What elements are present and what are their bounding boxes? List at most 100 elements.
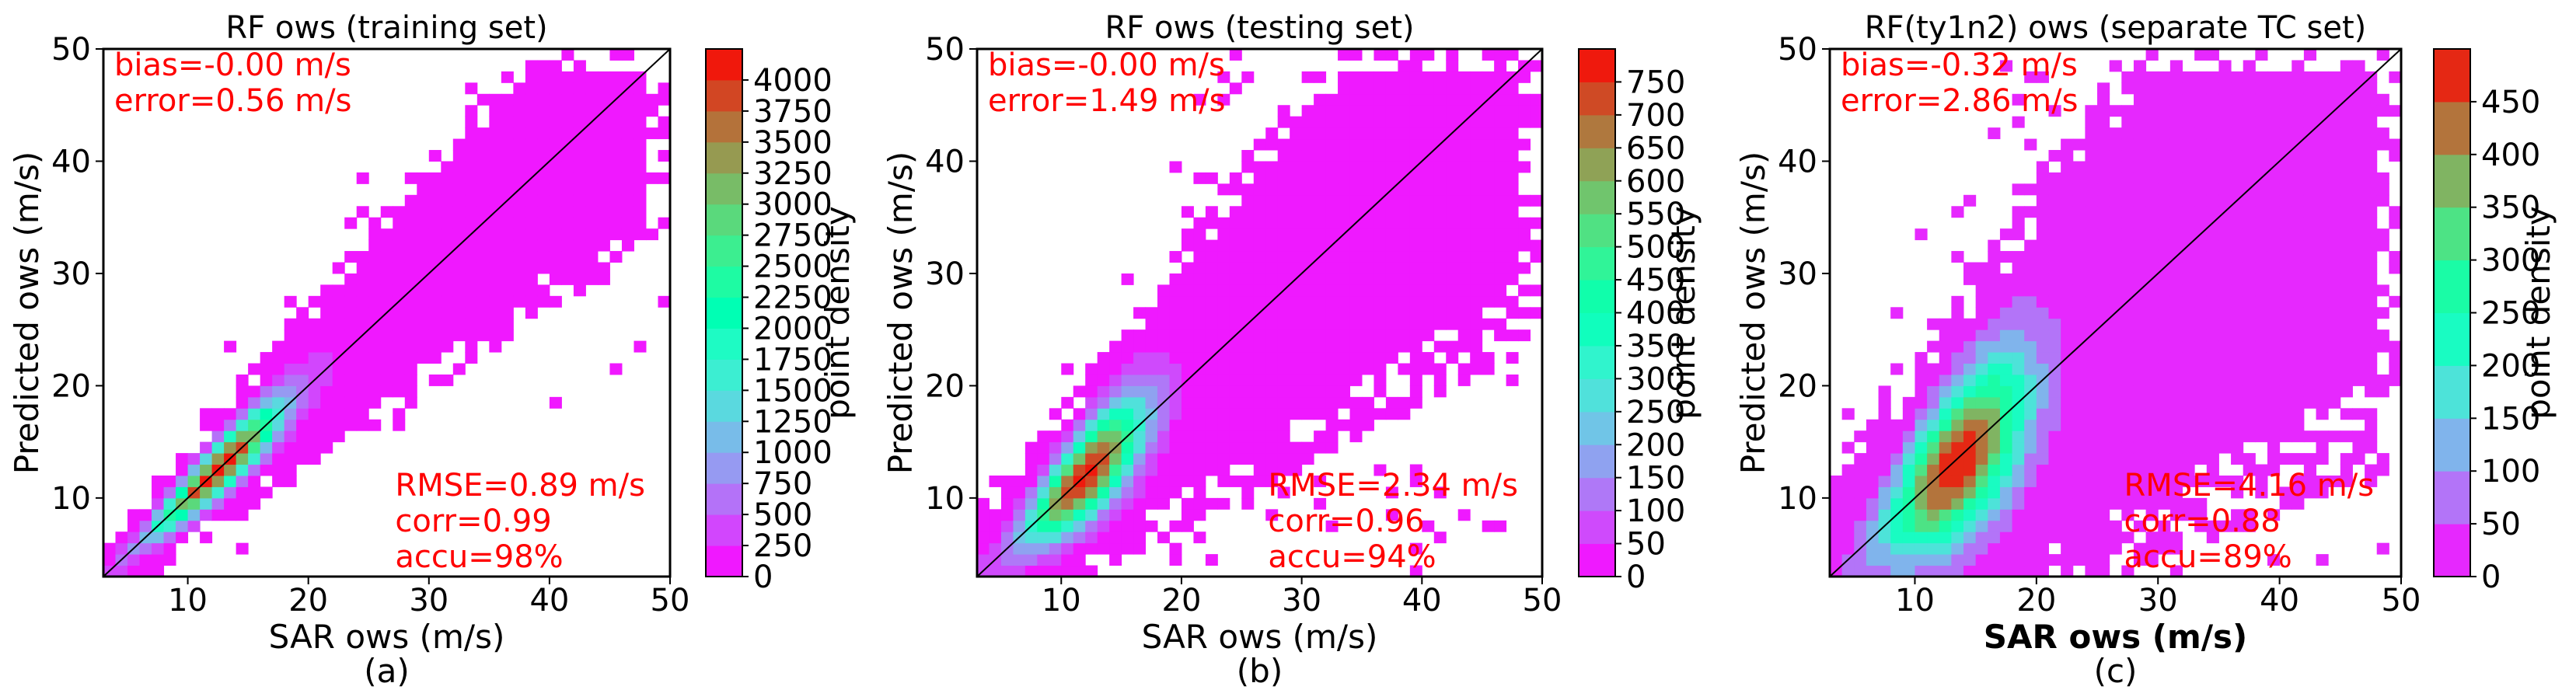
- heatmap-cell: [2097, 486, 2110, 499]
- heatmap-cell: [308, 363, 321, 375]
- heatmap-cell: [417, 352, 430, 364]
- heatmap-cell: [2340, 138, 2353, 151]
- heatmap-cell: [1241, 419, 1255, 431]
- heatmap-cell: [2182, 172, 2195, 184]
- stat-annotation: corr=0.99: [395, 504, 551, 539]
- heatmap-cell: [380, 329, 393, 342]
- heatmap-cell: [1085, 374, 1098, 386]
- heatmap-cell: [1133, 374, 1147, 386]
- heatmap-cell: [621, 161, 634, 173]
- heatmap-cell: [2376, 138, 2389, 151]
- heatmap-cell: [1878, 486, 1891, 499]
- heatmap-cell: [2352, 71, 2365, 83]
- heatmap-cell: [2085, 318, 2098, 330]
- heatmap-cell: [2267, 419, 2281, 431]
- heatmap-cell: [1841, 497, 1855, 510]
- heatmap-cell: [525, 307, 538, 319]
- heatmap-cell: [2206, 239, 2219, 252]
- heatmap-cell: [2169, 464, 2183, 476]
- heatmap-cell: [2218, 239, 2232, 252]
- heatmap-cell: [127, 554, 141, 566]
- heatmap-cell: [1398, 138, 1411, 151]
- heatmap-cell: [1446, 138, 1459, 151]
- heatmap-cell: [1927, 419, 1940, 431]
- heatmap-cell: [1145, 475, 1158, 487]
- heatmap-cell: [597, 228, 610, 241]
- heatmap-cell: [2169, 430, 2183, 443]
- heatmap-cell: [380, 206, 393, 218]
- heatmap-cell: [1349, 295, 1363, 308]
- heatmap-cell: [1338, 352, 1351, 364]
- heatmap-cell: [2218, 60, 2232, 72]
- heatmap-cell: [2292, 385, 2305, 398]
- heatmap-cell: [380, 262, 393, 274]
- heatmap-cell: [2328, 374, 2341, 386]
- heatmap-cell: [1902, 554, 1915, 566]
- heatmap-cell: [2109, 251, 2122, 263]
- heatmap-cell: [344, 284, 358, 297]
- colorbar-segment: [706, 79, 742, 112]
- heatmap-cell: [525, 262, 538, 274]
- heatmap-cell: [2036, 486, 2049, 499]
- heatmap-cell: [1999, 307, 2013, 319]
- heatmap-cell: [139, 509, 152, 521]
- heatmap-cell: [2243, 60, 2256, 72]
- heatmap-cell: [1241, 430, 1255, 443]
- heatmap-cell: [1975, 475, 1988, 487]
- colorbar-segment: [1579, 82, 1615, 116]
- heatmap-cell: [561, 105, 574, 117]
- colorbar-tick-label: 0: [1626, 559, 1646, 595]
- heatmap-cell: [2133, 419, 2147, 431]
- heatmap-cell: [1361, 295, 1374, 308]
- heatmap-cell: [2145, 93, 2159, 106]
- heatmap-cell: [115, 542, 128, 555]
- heatmap-cell: [2376, 228, 2389, 241]
- heatmap-cell: [1217, 262, 1230, 274]
- heatmap-cell: [1193, 509, 1206, 521]
- heatmap-cell: [2255, 262, 2268, 274]
- heatmap-cell: [1446, 116, 1459, 128]
- panel-label: (c): [2094, 652, 2138, 690]
- heatmap-cell: [1999, 352, 2013, 364]
- heatmap-cell: [2158, 340, 2171, 353]
- heatmap-cell: [356, 318, 369, 330]
- heatmap-cell: [356, 172, 369, 184]
- heatmap-cell: [977, 497, 990, 510]
- heatmap-cell: [1409, 116, 1422, 128]
- heatmap-cell: [1506, 138, 1519, 151]
- heatmap-cell: [139, 520, 152, 532]
- heatmap-cell: [2145, 453, 2159, 465]
- heatmap-cell: [2218, 93, 2232, 106]
- heatmap-cell: [537, 183, 550, 196]
- heatmap-cell: [1301, 441, 1314, 454]
- heatmap-cell: [1193, 93, 1206, 106]
- heatmap-cell: [1157, 419, 1170, 431]
- heatmap-cell: [2231, 408, 2244, 420]
- heatmap-cell: [2145, 329, 2159, 342]
- heatmap-cell: [2048, 441, 2061, 454]
- heatmap-cell: [2158, 352, 2171, 364]
- heatmap-cell: [658, 172, 671, 184]
- heatmap-cell: [2292, 194, 2305, 207]
- heatmap-cell: [2072, 419, 2086, 431]
- heatmap-cell: [1398, 183, 1411, 196]
- heatmap-cell: [1241, 340, 1255, 353]
- heatmap-cell: [1013, 486, 1026, 499]
- heatmap-cell: [2133, 127, 2147, 140]
- heatmap-cell: [2158, 228, 2171, 241]
- heatmap-cell: [2133, 60, 2147, 72]
- heatmap-cell: [2303, 273, 2317, 285]
- heatmap-cell: [211, 408, 225, 420]
- heatmap-cell: [2231, 352, 2244, 364]
- heatmap-cell: [2012, 554, 2025, 566]
- heatmap-cell: [658, 93, 671, 106]
- heatmap-cell: [2279, 105, 2292, 117]
- heatmap-cell: [2206, 374, 2219, 386]
- heatmap-cell: [1915, 520, 1928, 532]
- heatmap-cell: [1145, 318, 1158, 330]
- heatmap-cell: [2328, 206, 2341, 218]
- heatmap-cell: [1530, 251, 1543, 263]
- heatmap-cell: [1301, 183, 1314, 196]
- heatmap-cell: [393, 419, 406, 431]
- heatmap-cell: [2109, 105, 2122, 117]
